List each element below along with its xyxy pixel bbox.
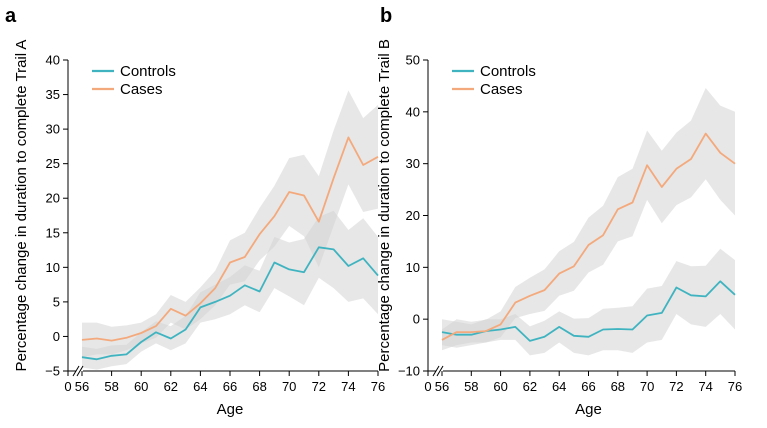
ci-band-controls: [442, 248, 735, 356]
y-tick-label: 40: [406, 104, 420, 119]
axis-break-mark: [436, 365, 444, 377]
panel-letter: a: [5, 5, 17, 27]
x-tick-label: 76: [371, 379, 385, 394]
legend-label-cases: Cases: [480, 81, 523, 98]
x-tick-label: 74: [698, 379, 712, 394]
x-tick-label: 56: [75, 379, 89, 394]
x-tick-label: 68: [611, 379, 625, 394]
x-tick-label: 76: [728, 379, 742, 394]
x-tick-label: 56: [435, 379, 449, 394]
axis-break-mark: [76, 365, 84, 377]
ci-band-cases: [82, 90, 378, 358]
x-tick-label: 68: [252, 379, 266, 394]
y-tick-label: 35: [46, 87, 60, 102]
y-tick-label: −5: [45, 364, 60, 379]
x-tick-label: 62: [164, 379, 178, 394]
y-tick-label: 30: [46, 122, 60, 137]
y-tick-label: 10: [406, 260, 420, 275]
x-tick-label: 0: [424, 379, 431, 394]
x-tick-label: 74: [341, 379, 355, 394]
x-tick-label: 62: [523, 379, 537, 394]
panel-letter: b: [380, 5, 392, 27]
y-tick-label: 20: [406, 208, 420, 223]
x-tick-label: 66: [581, 379, 595, 394]
x-axis-title: Age: [575, 401, 602, 418]
x-tick-label: 66: [223, 379, 237, 394]
y-axis-title: Percentage change in duration to complet…: [13, 40, 30, 372]
y-tick-label: 20: [46, 191, 60, 206]
legend-label-controls: Controls: [480, 63, 536, 80]
x-tick-label: 0: [64, 379, 71, 394]
y-tick-label: 0: [413, 312, 420, 327]
x-tick-label: 70: [282, 379, 296, 394]
ci-band-cases: [442, 88, 735, 351]
y-axis-title: Percentage change in duration to complet…: [376, 39, 393, 372]
x-tick-label: 64: [552, 379, 566, 394]
series-line-controls: [441, 280, 736, 342]
y-tick-label: 10: [46, 260, 60, 275]
y-tick-label: 40: [46, 53, 60, 68]
x-tick-label: 58: [104, 379, 118, 394]
series-line-cases: [81, 136, 379, 342]
x-tick-label: 58: [464, 379, 478, 394]
axis-break-mark: [432, 365, 440, 377]
axis-break-mark: [72, 365, 80, 377]
y-tick-label: 5: [53, 294, 60, 309]
chart-panel-a: a −5 0 5 10 15 20 25 30 35 40 0 56 58 60 62 64 66 68 70 72 74…: [5, 5, 385, 418]
y-tick-label: −10: [398, 364, 420, 379]
y-tick-label: 25: [46, 156, 60, 171]
x-tick-label: 60: [134, 379, 148, 394]
chart-panel-b: b −10 0 10 20 30 40 50 0 56 58 60 62 64 66 68 70 72 74 76 Ag…: [376, 5, 742, 418]
series-line-cases: [441, 132, 736, 341]
legend-label-cases: Cases: [120, 81, 163, 98]
legend-label-controls: Controls: [120, 63, 176, 80]
y-tick-label: 30: [406, 156, 420, 171]
x-tick-label: 64: [193, 379, 207, 394]
x-tick-label: 60: [493, 379, 507, 394]
y-tick-label: 0: [53, 329, 60, 344]
y-tick-label: 15: [46, 225, 60, 240]
x-tick-label: 72: [669, 379, 683, 394]
series-line-controls: [81, 246, 379, 361]
y-tick-label: 50: [406, 53, 420, 68]
x-tick-label: 70: [640, 379, 654, 394]
x-tick-label: 72: [312, 379, 326, 394]
x-axis-title: Age: [217, 401, 244, 418]
